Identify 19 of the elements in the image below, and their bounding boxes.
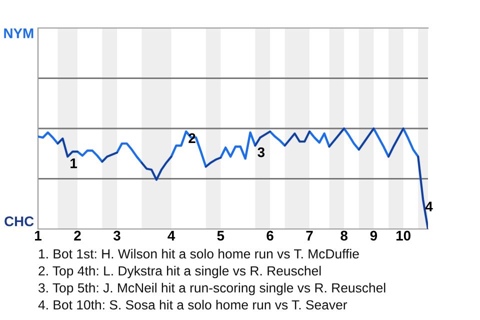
text: 1. Bot 1st: H. Wilson hit a solo home run vs T. McDuffie [39,248,359,259]
x-tick-label: 9 [370,230,378,241]
x-tick-label: 10 [396,230,410,241]
x-tick-label: 7 [306,230,313,240]
text: 3. Top 5th: J. McNeil hit a run-scoring single vs R. Reuschel [38,282,386,296]
annotation: 1 [70,158,78,168]
text: CHC [4,216,34,226]
x-tick-label: 4 [168,230,176,240]
x-tick-label: 2 [74,230,81,240]
x-tick-label: 5 [217,230,224,241]
annotation: 4 [425,202,433,212]
text: 2. Top 4th: L. Dykstra hit a single vs R. Reuschel [38,266,321,278]
text: 4. Bot 10th: S. Sosa hit a solo home run vs T. Seaver [38,300,348,310]
x-tick-label: 6 [266,230,274,241]
x-tick-label: 3 [113,230,120,241]
text: NYM [4,28,34,38]
annotation: 3 [258,147,265,158]
x-tick-label: 1 [35,230,42,240]
x-tick-label: 8 [340,230,348,241]
